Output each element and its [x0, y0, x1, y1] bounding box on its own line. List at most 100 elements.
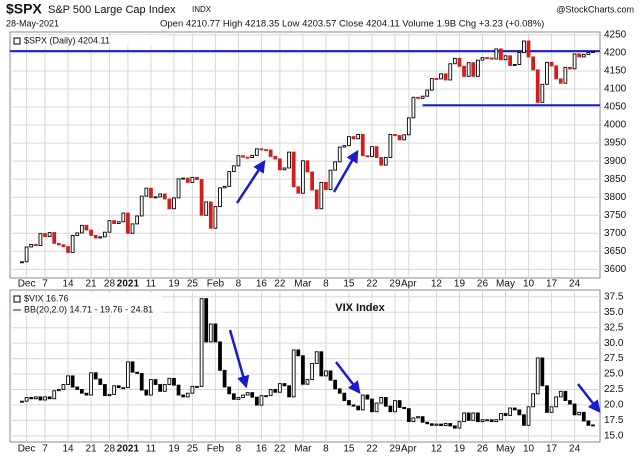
- candle: [268, 149, 273, 157]
- x-tick-label: 8: [323, 279, 329, 290]
- x-tick-label: 29: [389, 279, 401, 290]
- candle: [144, 389, 149, 396]
- candle: [374, 146, 379, 158]
- x-tick-label: 22: [366, 444, 378, 455]
- y-tick-label: 17.5: [604, 415, 624, 426]
- candle: [503, 413, 508, 416]
- x-tick-label: Mar: [294, 279, 312, 290]
- candle: [245, 392, 250, 396]
- candle: [480, 57, 485, 61]
- candle: [301, 160, 305, 194]
- candle: [227, 386, 232, 395]
- x-tick-label: 17: [546, 279, 558, 290]
- candle: [208, 201, 213, 229]
- candle: [351, 404, 356, 407]
- candle: [452, 57, 457, 65]
- candle: [264, 149, 268, 152]
- candle: [365, 394, 370, 400]
- candle: [167, 198, 172, 210]
- x-tick-label: 10: [523, 444, 535, 455]
- candle: [485, 419, 489, 422]
- candle: [130, 361, 135, 373]
- x-tick-label: 2021: [117, 279, 140, 290]
- x-tick-label: 24: [569, 444, 581, 455]
- x-tick-label: 15: [343, 444, 355, 455]
- candle: [572, 403, 577, 416]
- x-tick-label: 26: [477, 279, 489, 290]
- candle: [89, 229, 93, 236]
- candle: [577, 411, 582, 416]
- candle: [158, 193, 163, 198]
- indicator-label: BB(20,2.0) 14.71 - 19.76 - 24.81: [24, 304, 153, 314]
- candle: [144, 187, 149, 197]
- candle: [508, 55, 512, 66]
- candle: [342, 392, 347, 402]
- candle: [494, 48, 499, 60]
- candle: [512, 407, 517, 411]
- candle: [508, 407, 512, 416]
- candle: [282, 167, 287, 171]
- x-tick-label: 7: [42, 279, 48, 290]
- arrow: [577, 383, 601, 413]
- candle: [250, 154, 255, 158]
- candle: [139, 195, 144, 217]
- x-tick-label: 17: [546, 444, 558, 455]
- candle: [476, 412, 480, 423]
- candle: [545, 61, 549, 85]
- candle: [383, 157, 388, 166]
- candle: [439, 423, 443, 427]
- candle: [195, 385, 199, 388]
- candle: [273, 389, 278, 393]
- candle: [153, 379, 158, 385]
- candle: [535, 69, 540, 103]
- candle: [29, 244, 34, 248]
- y-tick-label: 4150: [604, 66, 627, 77]
- x-tick-label: 22: [274, 279, 286, 290]
- candle: [296, 186, 301, 194]
- candle: [231, 393, 236, 400]
- x-tick-label: 12: [431, 279, 443, 290]
- candle: [393, 400, 397, 413]
- candle: [591, 424, 595, 427]
- candle: [439, 73, 443, 80]
- candle: [429, 423, 434, 426]
- candle: [176, 178, 181, 199]
- x-tick-label: Feb: [207, 279, 225, 290]
- legend-box: [12, 293, 162, 315]
- x-tick-label: 7: [42, 444, 48, 455]
- candle: [388, 405, 393, 413]
- candle: [420, 416, 425, 423]
- candle: [319, 351, 324, 377]
- candle: [135, 371, 139, 374]
- candle: [282, 383, 287, 387]
- candle: [301, 355, 305, 385]
- candle: [190, 176, 195, 183]
- candle: [581, 53, 586, 58]
- candle: [130, 223, 135, 234]
- candle: [328, 370, 333, 381]
- candle: [411, 417, 416, 423]
- candle: [466, 412, 471, 421]
- candle: [568, 66, 572, 70]
- index-name: S&P 500 Large Cap Index: [48, 4, 176, 16]
- legend-swatch: [13, 295, 21, 303]
- candle: [204, 201, 209, 216]
- candle: [103, 384, 107, 397]
- candle: [172, 197, 176, 210]
- candle: [167, 377, 172, 385]
- candle: [549, 406, 554, 413]
- candle: [305, 379, 310, 385]
- x-tick-label: 11: [146, 444, 157, 455]
- candle: [324, 370, 328, 377]
- x-tick-label: 21: [86, 444, 98, 455]
- candle: [489, 419, 494, 423]
- candle: [452, 425, 457, 429]
- candle: [517, 409, 522, 416]
- candle: [314, 351, 319, 364]
- candle: [448, 423, 453, 427]
- x-tick-label: 24: [569, 279, 581, 290]
- candle: [149, 187, 153, 199]
- candle: [540, 357, 545, 387]
- candle: [213, 206, 218, 229]
